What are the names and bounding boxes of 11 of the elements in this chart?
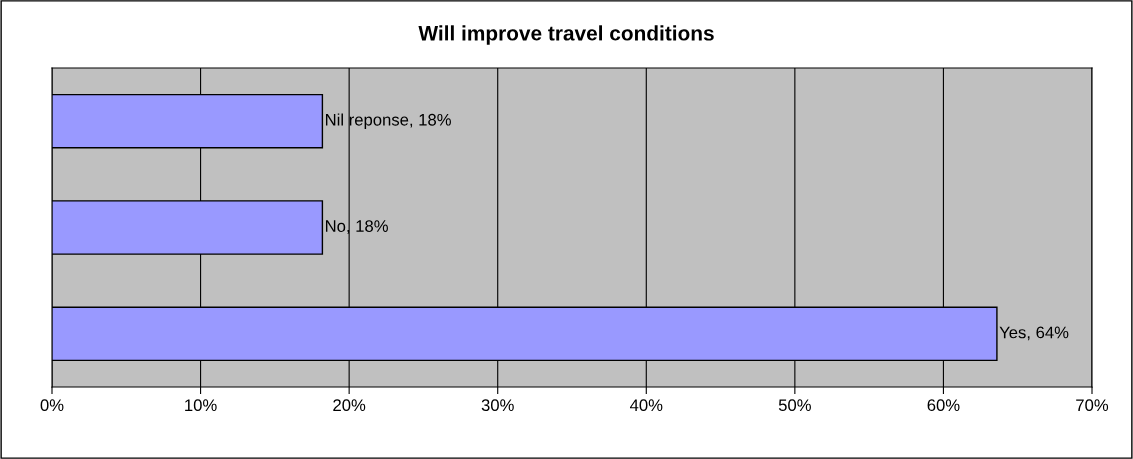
x-tick-label: 50% [778, 399, 811, 412]
chart-title: Will improve travel conditions [418, 25, 714, 45]
data-label: No, 18% [326, 220, 388, 234]
x-tick-label: 10% [185, 399, 217, 412]
x-tick-label: 20% [333, 399, 366, 412]
data-label: Yes, 64% [999, 326, 1069, 341]
x-tick-label: 30% [481, 399, 514, 412]
x-tick-label: 60% [927, 399, 960, 412]
x-tick-label: 40% [629, 399, 663, 412]
x-tick-label: 70% [1076, 399, 1109, 412]
x-tick-label: 0% [40, 399, 64, 412]
